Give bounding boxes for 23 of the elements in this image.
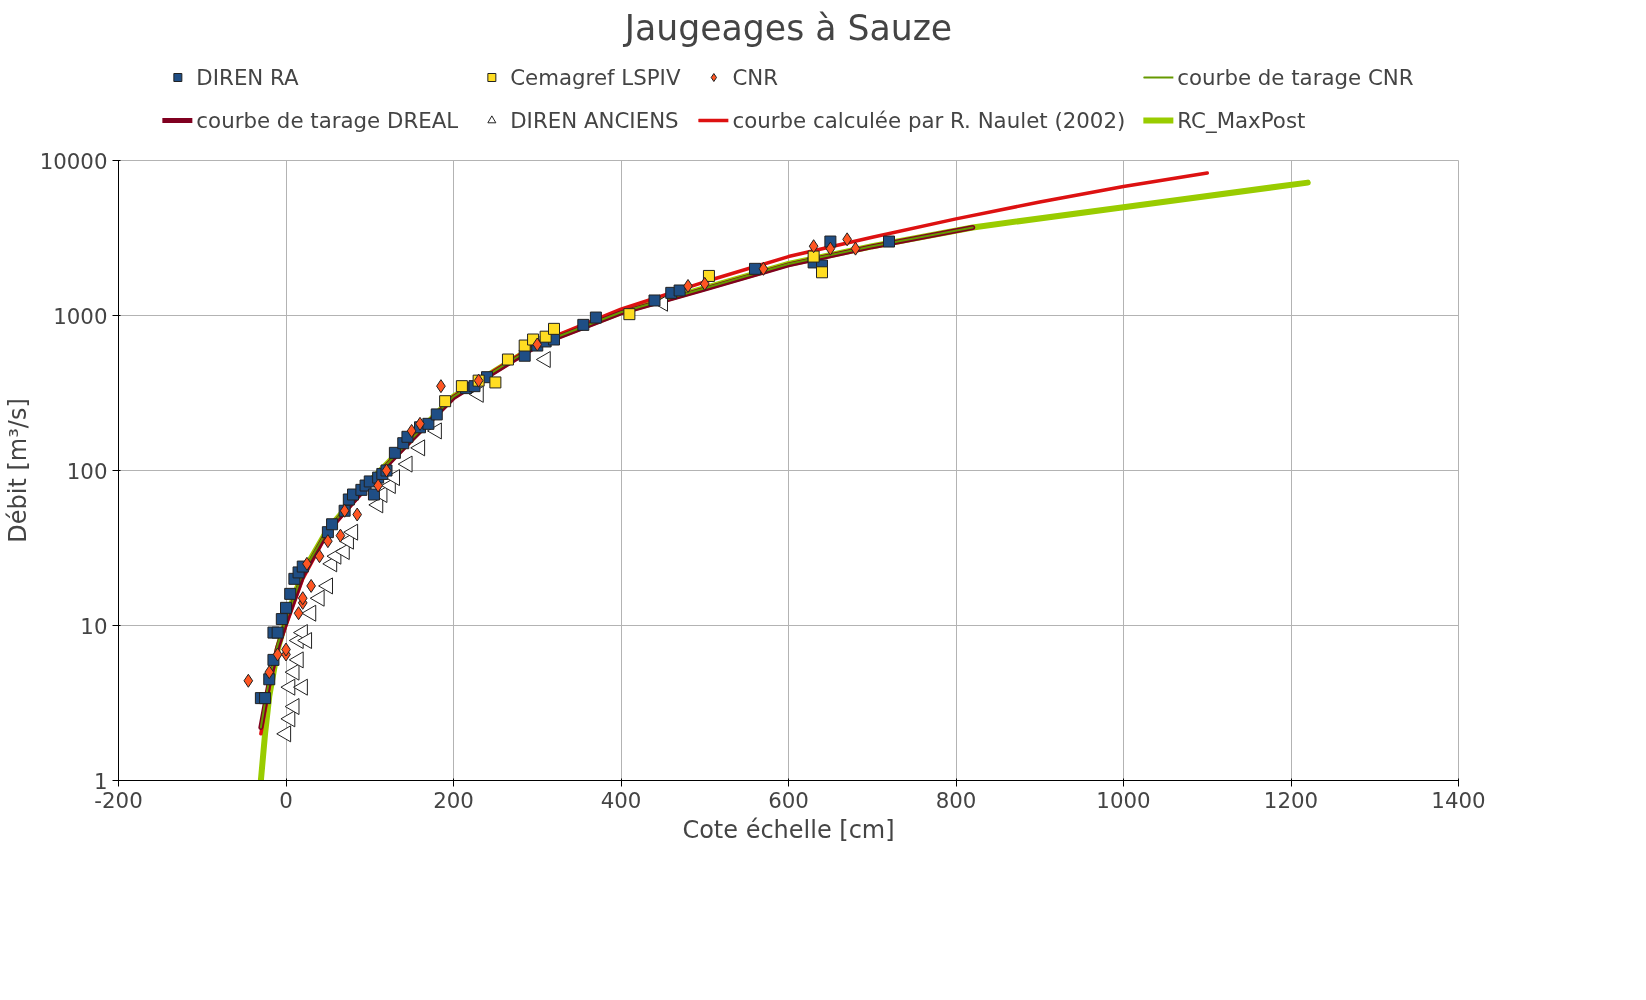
x-tick-label: 1200 <box>1263 787 1319 813</box>
x-tick-label: 800 <box>935 787 977 813</box>
legend-label: RC_MaxPost <box>1177 107 1306 133</box>
legend-label: courbe de tarage CNR <box>1177 64 1414 90</box>
legend-label: Cemagref LSPIV <box>510 64 681 90</box>
x-tick-label: 600 <box>768 787 809 813</box>
y-axis-title: Débit [m³/s] <box>3 398 32 543</box>
x-tick-label: 400 <box>600 787 642 813</box>
x-tick-label: 1400 <box>1431 787 1486 813</box>
legend-label: courbe calculée par R. Naulet (2002) <box>732 107 1126 133</box>
legend-label: CNR <box>732 64 779 90</box>
y-tick-label: 10 <box>80 613 108 639</box>
x-tick-label: 0 <box>279 787 293 813</box>
y-tick-label: 10000 <box>39 148 108 174</box>
chart-title: Jaugeages à Sauze <box>622 7 953 48</box>
x-tick-label: 1000 <box>1096 787 1151 813</box>
x-axis-title: Cote échelle [cm] <box>682 815 895 844</box>
y-tick-label: 1000 <box>53 303 108 329</box>
x-tick-label: 200 <box>433 787 474 813</box>
legend-label: courbe de tarage DREAL <box>196 107 459 133</box>
legend-label: DIREN RA <box>196 64 299 90</box>
legend-label: DIREN ANCIENS <box>510 107 679 133</box>
y-tick-label: 100 <box>66 458 108 484</box>
